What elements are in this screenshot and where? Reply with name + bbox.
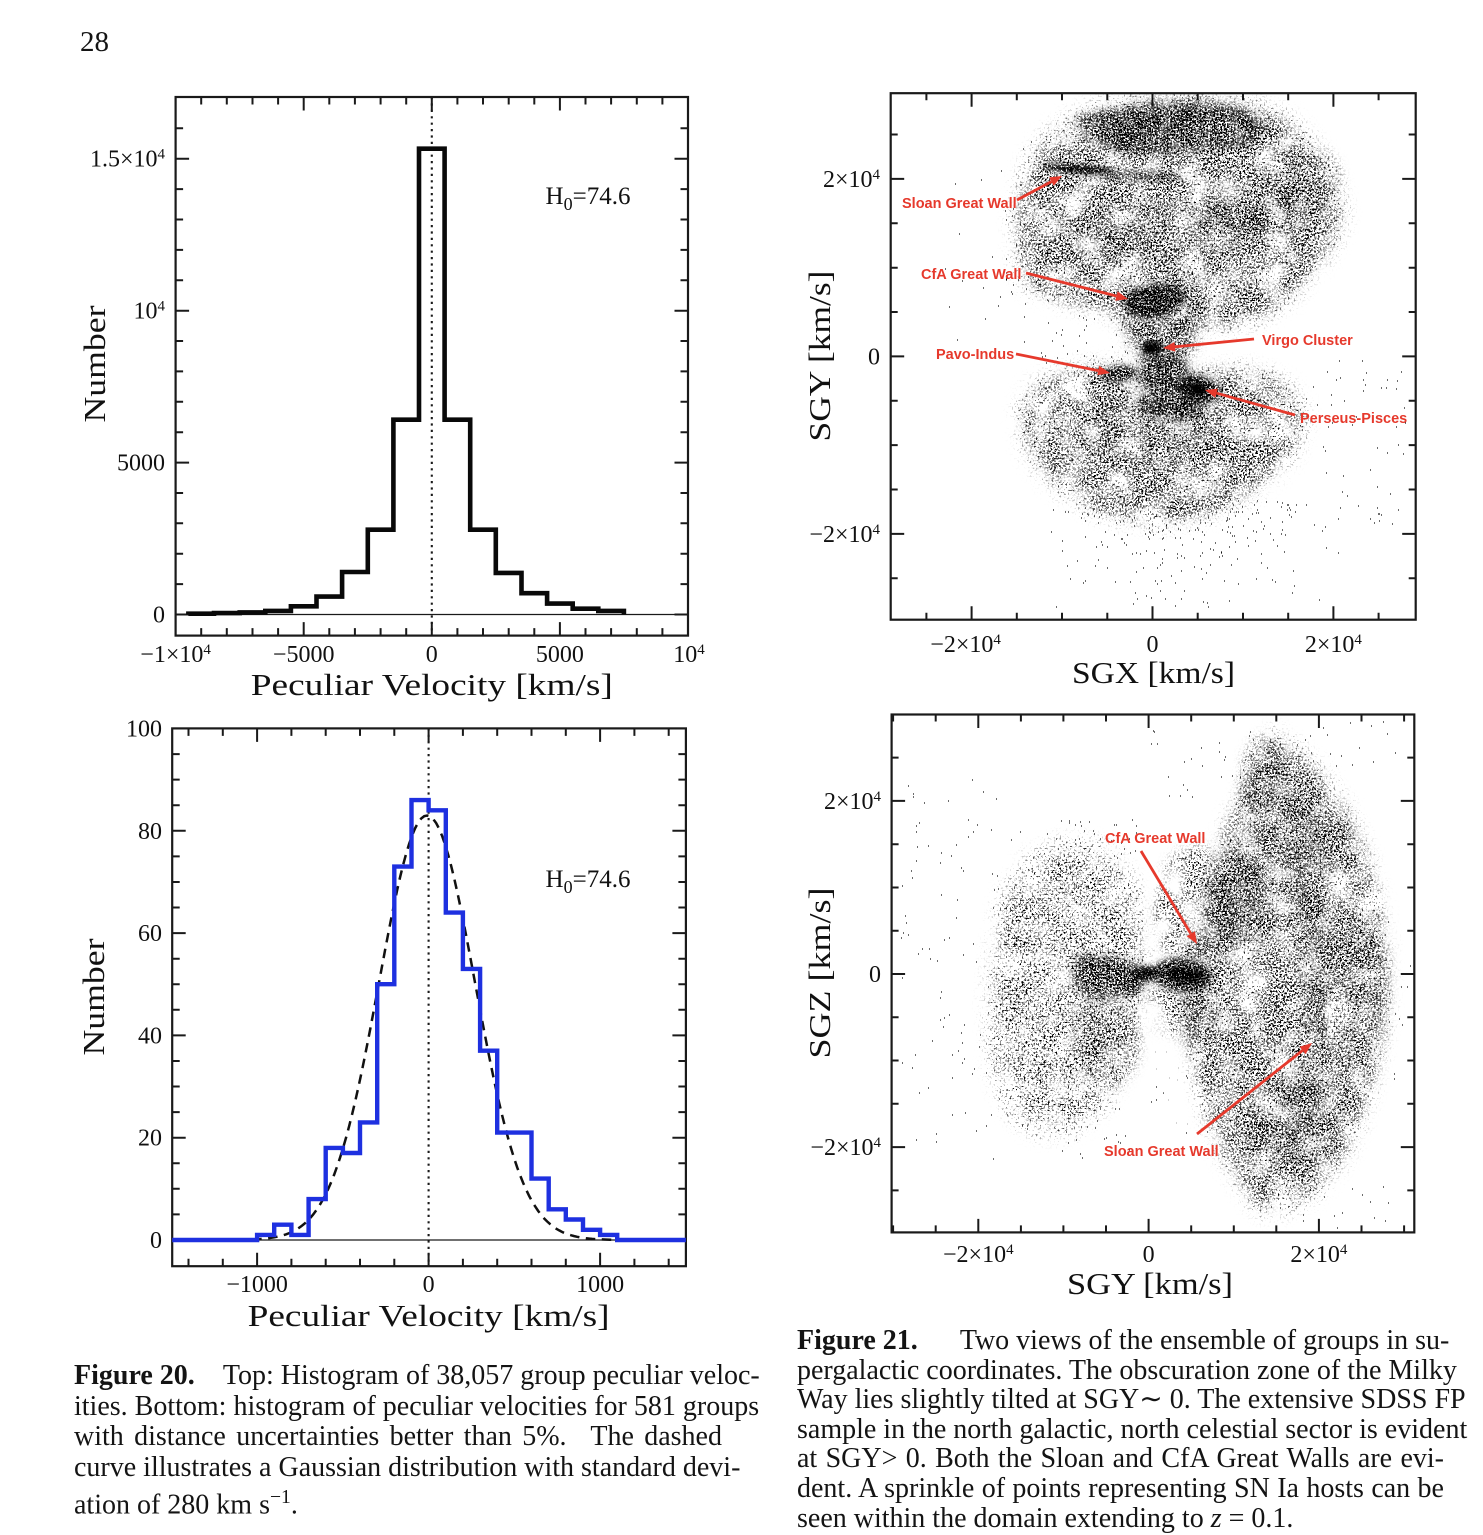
svg-text:Pavo-Indus: Pavo-Indus bbox=[936, 347, 1014, 363]
svg-text:0: 0 bbox=[153, 603, 165, 629]
svg-text:−2×104: −2×104 bbox=[930, 632, 1001, 658]
svg-text:−1000: −1000 bbox=[226, 1272, 288, 1298]
svg-text:2×104: 2×104 bbox=[824, 789, 882, 815]
svg-text:5000: 5000 bbox=[117, 451, 165, 477]
svg-text:Number: Number bbox=[77, 305, 112, 423]
svg-text:0: 0 bbox=[869, 962, 881, 988]
svg-text:104: 104 bbox=[134, 299, 166, 325]
svg-text:0: 0 bbox=[1143, 1242, 1155, 1268]
svg-text:20: 20 bbox=[138, 1126, 162, 1152]
svg-text:H0=74.6: H0=74.6 bbox=[546, 866, 631, 897]
svg-text:CfA Great Wall: CfA Great Wall bbox=[921, 267, 1021, 283]
svg-text:1.5×104: 1.5×104 bbox=[90, 147, 166, 173]
svg-text:Sloan Great Wall: Sloan Great Wall bbox=[902, 196, 1017, 212]
svg-text:104: 104 bbox=[673, 642, 705, 668]
svg-text:−2×104: −2×104 bbox=[943, 1242, 1014, 1268]
svg-text:−2×104: −2×104 bbox=[809, 522, 880, 548]
svg-text:1000: 1000 bbox=[576, 1272, 624, 1298]
svg-text:−1×104: −1×104 bbox=[140, 642, 211, 668]
svg-text:60: 60 bbox=[138, 921, 162, 947]
svg-text:SGX [km/s]: SGX [km/s] bbox=[1072, 655, 1235, 690]
svg-text:40: 40 bbox=[138, 1023, 162, 1049]
svg-text:−2×104: −2×104 bbox=[810, 1135, 881, 1161]
svg-text:0: 0 bbox=[423, 1272, 435, 1298]
svg-text:5000: 5000 bbox=[536, 642, 584, 668]
svg-text:2×104: 2×104 bbox=[823, 167, 881, 193]
svg-text:Virgo Cluster: Virgo Cluster bbox=[1262, 333, 1353, 349]
svg-text:SGZ [km/s]: SGZ [km/s] bbox=[802, 888, 837, 1059]
svg-text:H0=74.6: H0=74.6 bbox=[546, 183, 631, 214]
svg-text:0: 0 bbox=[1147, 632, 1159, 658]
svg-text:CfA Great Wall: CfA Great Wall bbox=[1105, 831, 1205, 847]
svg-text:80: 80 bbox=[138, 819, 162, 845]
svg-text:Sloan Great Wall: Sloan Great Wall bbox=[1104, 1144, 1219, 1160]
svg-text:Peculiar Velocity [km/s]: Peculiar Velocity [km/s] bbox=[248, 1298, 610, 1333]
svg-text:0: 0 bbox=[150, 1228, 162, 1254]
svg-text:SGY [km/s]: SGY [km/s] bbox=[802, 271, 837, 442]
svg-text:0: 0 bbox=[868, 344, 880, 370]
svg-text:Number: Number bbox=[76, 938, 111, 1056]
svg-text:Perseus-Pisces: Perseus-Pisces bbox=[1300, 411, 1407, 427]
svg-text:SGY [km/s]: SGY [km/s] bbox=[1067, 1266, 1233, 1301]
svg-text:0: 0 bbox=[426, 642, 438, 668]
svg-text:−5000: −5000 bbox=[273, 642, 335, 668]
svg-text:2×104: 2×104 bbox=[1290, 1242, 1348, 1268]
svg-text:100: 100 bbox=[126, 717, 162, 743]
svg-text:Peculiar Velocity [km/s]: Peculiar Velocity [km/s] bbox=[251, 667, 613, 702]
svg-text:2×104: 2×104 bbox=[1305, 632, 1363, 658]
